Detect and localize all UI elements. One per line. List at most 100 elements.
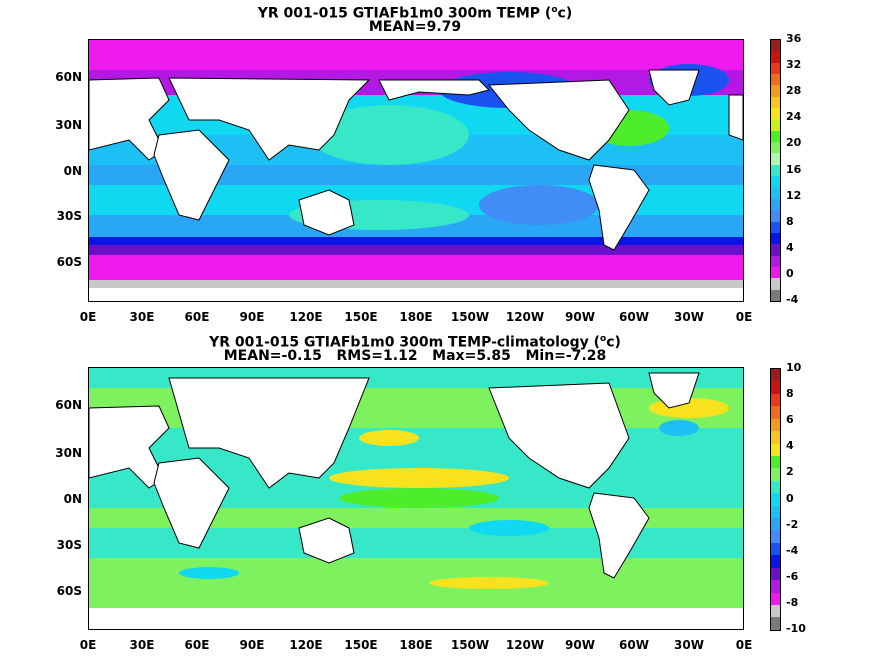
x-tick-label: 0E	[735, 638, 753, 652]
colorbar-swatch	[771, 119, 780, 131]
x-tick-label: 90E	[239, 310, 265, 324]
y-tick-label: 60S	[56, 584, 82, 598]
colorbar-label: -4	[786, 293, 799, 306]
x-tick-label: 120W	[505, 310, 545, 324]
panel2-colorbar	[770, 368, 781, 631]
colorbar-label: 16	[786, 162, 802, 176]
colorbar-swatch	[771, 176, 780, 188]
colorbar-swatch	[771, 505, 780, 519]
colorbar-swatch	[771, 198, 780, 211]
x-tick-label: 0E	[79, 638, 97, 652]
y-tick-label: 60S	[56, 255, 82, 269]
colorbar-label: 24	[786, 110, 802, 124]
panel2-title: YR 001-015 GTIAFb1m0 300m TEMP-climatolo…	[209, 334, 621, 351]
colorbar-swatch	[771, 605, 780, 618]
x-tick-label: 60E	[184, 310, 210, 324]
colorbar-label: 10	[786, 361, 802, 374]
x-tick-label: 30E	[129, 310, 155, 324]
colorbar-swatch	[771, 418, 780, 432]
colorbar-label: 20	[786, 136, 802, 150]
y-tick-label: 60N	[55, 398, 82, 412]
colorbar-swatch	[771, 278, 780, 290]
colorbar-label: -4	[786, 543, 799, 557]
colorbar-swatch	[771, 244, 780, 256]
colorbar-swatch	[771, 530, 780, 543]
y-tick-label: 0N	[63, 492, 82, 506]
colorbar-label: -2	[786, 517, 799, 531]
colorbar-swatch	[771, 96, 780, 109]
y-tick-label: 30N	[55, 118, 82, 132]
x-tick-label: 180E	[399, 310, 433, 324]
panel1-map	[88, 39, 744, 302]
colorbar-swatch	[771, 493, 780, 506]
colorbar-swatch	[771, 187, 780, 199]
colorbar-swatch	[771, 406, 780, 419]
colorbar-swatch	[771, 555, 780, 568]
x-tick-label: 60W	[619, 638, 649, 652]
colorbar-label: 8	[786, 387, 794, 401]
colorbar-swatch	[771, 443, 780, 456]
colorbar-swatch	[771, 468, 780, 481]
colorbar-swatch	[771, 381, 780, 394]
colorbar-swatch	[771, 567, 780, 581]
colorbar-swatch	[771, 480, 780, 494]
y-tick-label: 60N	[55, 70, 82, 84]
x-tick-label: 0E	[735, 310, 753, 324]
colorbar-swatch	[771, 74, 780, 86]
x-tick-label: 120E	[289, 638, 323, 652]
colorbar-swatch	[771, 153, 780, 165]
colorbar-swatch	[771, 85, 780, 97]
colorbar-label: 2	[786, 465, 794, 479]
colorbar-label: -6	[786, 569, 799, 583]
x-tick-label: 60E	[184, 638, 210, 652]
panel2-map	[88, 367, 744, 630]
colorbar-label: 4	[786, 240, 794, 254]
colorbar-swatch	[771, 266, 780, 279]
colorbar-swatch	[771, 617, 780, 630]
colorbar-swatch	[771, 221, 780, 233]
x-tick-label: 150E	[344, 638, 378, 652]
colorbar-label: 36	[786, 32, 802, 45]
colorbar-swatch	[771, 289, 780, 301]
x-tick-label: 60W	[619, 310, 649, 324]
y-tick-label: 0N	[63, 164, 82, 178]
colorbar-label: 4	[786, 439, 794, 453]
colorbar-swatch	[771, 51, 780, 63]
colorbar-swatch	[771, 592, 780, 606]
x-tick-label: 30E	[129, 638, 155, 652]
x-tick-label: 120E	[289, 310, 323, 324]
y-tick-label: 30S	[56, 538, 82, 552]
colorbar-swatch	[771, 40, 780, 52]
x-tick-label: 0E	[79, 310, 97, 324]
colorbar-swatch	[771, 455, 780, 469]
x-tick-label: 90E	[239, 638, 265, 652]
x-tick-label: 150W	[450, 310, 490, 324]
y-tick-label: 30N	[55, 446, 82, 460]
colorbar-label: -8	[786, 595, 799, 609]
colorbar-label: 28	[786, 84, 802, 98]
colorbar-swatch	[771, 142, 780, 154]
colorbar-label: -10	[786, 622, 806, 635]
colorbar-swatch	[771, 393, 780, 407]
colorbar-label: 12	[786, 188, 802, 202]
x-tick-label: 150E	[344, 310, 378, 324]
colorbar-swatch	[771, 164, 780, 177]
y-tick-label: 30S	[56, 209, 82, 223]
colorbar-label: 0	[786, 266, 794, 280]
colorbar-swatch	[771, 580, 780, 593]
x-tick-label: 150W	[450, 638, 490, 652]
colorbar-label: 0	[786, 491, 794, 505]
colorbar-swatch	[771, 130, 780, 143]
colorbar-label: 6	[786, 413, 794, 427]
colorbar-swatch	[771, 108, 780, 120]
colorbar-swatch	[771, 369, 780, 382]
colorbar-swatch	[771, 62, 780, 75]
colorbar-swatch	[771, 542, 780, 556]
panel1-colorbar	[770, 39, 781, 302]
panel1-subtitle: MEAN=9.79	[368, 19, 462, 35]
x-tick-label: 90W	[565, 638, 595, 652]
colorbar-swatch	[771, 518, 780, 531]
panel1-title: YR 001-015 GTIAFb1m0 300m TEMP (oc)	[257, 5, 573, 22]
colorbar-swatch	[771, 431, 780, 444]
colorbar-label: 8	[786, 214, 794, 228]
